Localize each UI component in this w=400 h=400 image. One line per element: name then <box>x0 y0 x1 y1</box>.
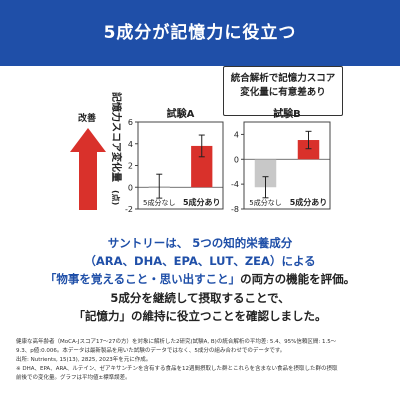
chart-b-bar <box>297 140 320 160</box>
improvement-arrow-shaft <box>79 150 97 210</box>
chart-a: 試験A -2 0 2 4 6 5成分なし 5成分あり <box>125 107 224 214</box>
chart-a-ytick-label: 6 <box>128 118 133 127</box>
summary-line-1b: 5つの知的栄養成分 <box>192 236 293 250</box>
callout-box: 統合解析で記憶力スコア 変化量に有意差あり <box>223 66 343 116</box>
page-title: 5成分が記憶力に役立つ <box>103 23 297 43</box>
summary-line-4: 5成分を継続して摂取することで、 <box>110 291 290 305</box>
summary-line-3: 「物事を覚えること・思い出すこと」の両方の機能を評価。 <box>0 271 400 287</box>
chart-a-ytick-label: 0 <box>128 183 133 192</box>
chart-b: 試験B -8 -4 0 4 5成分なし 5成分あり <box>231 107 331 214</box>
footnote-line-5: 前後での変化量。グラフは平均値±標準誤差。 <box>16 375 131 381</box>
y-axis-label-suffix: (点) <box>111 190 121 205</box>
chart-b-category-label: 5成分あり <box>290 197 328 207</box>
chart-a-bar <box>191 145 213 188</box>
summary-line-5: 「記憶力」の維持に役立つことを確認しました。 <box>73 309 327 323</box>
chart-b-category-label: 5成分なし <box>249 198 281 207</box>
chart-b-ytick-label: 4 <box>234 130 239 139</box>
footnote-line-4: ※ DHA、EPA、ARA、ルテイン、ゼアキサンチンを含有する食品を12週間摂取… <box>16 366 338 372</box>
chart-b-title: 試験B <box>273 107 301 120</box>
chart-a-title: 試験A <box>167 107 195 120</box>
summary-line-3b: の両方の機能を評価。 <box>240 272 356 286</box>
summary-line-1a: サントリーは、 <box>107 236 189 250</box>
summary-line-1: サントリーは、 5つの知的栄養成分 <box>0 235 400 251</box>
chart-a-category-label: 5成分あり <box>183 197 221 207</box>
chart-b-bar <box>254 159 277 188</box>
header-bar <box>0 0 400 66</box>
chart-a-ytick-label: -2 <box>125 205 133 214</box>
footnote-line-3: 出所: Nutrients, 15(13), 2825, 2023年を元に作成。 <box>16 357 152 363</box>
chart-a-ytick-label: 2 <box>128 162 133 171</box>
footnote-line-1: 健康な高年齢者（MoCA-Jスコア17〜27の方）を対象に解析した2研究(試験A… <box>16 339 337 345</box>
footnote-line-2: 9.3、p値:0.006。本データは最新製品を用いた試験のデータではなく、5成分… <box>16 348 286 354</box>
chart-b-ytick-label: -4 <box>231 180 239 189</box>
summary-line-3a: 「物事を覚えること・思い出すこと」 <box>44 272 241 286</box>
chart-a-category-label: 5成分なし <box>143 198 175 207</box>
improvement-arrow-label: 改善 <box>78 112 96 124</box>
chart-b-ytick-label: -8 <box>231 205 239 214</box>
summary-line-2: （ARA、DHA、EPA、LUT、ZEA）による <box>84 254 316 268</box>
y-axis-label: 記憶力スコア変化量 <box>110 92 123 182</box>
chart-a-ytick-label: 4 <box>128 140 133 149</box>
footnote: 健康な高年齢者（MoCA-Jスコア17〜27の方）を対象に解析した2研究(試験A… <box>16 338 388 383</box>
callout-line1: 統合解析で記憶力スコア <box>230 73 336 84</box>
chart-b-ytick-label: 0 <box>234 155 239 164</box>
callout-line2: 変化量に有意差あり <box>240 87 326 98</box>
chart-area: 改善 記憶力スコア変化量 (点) 試験A -2 0 2 4 6 5成分なし 5成分あり 試験B… <box>70 92 331 214</box>
improvement-arrow-head <box>70 128 106 152</box>
